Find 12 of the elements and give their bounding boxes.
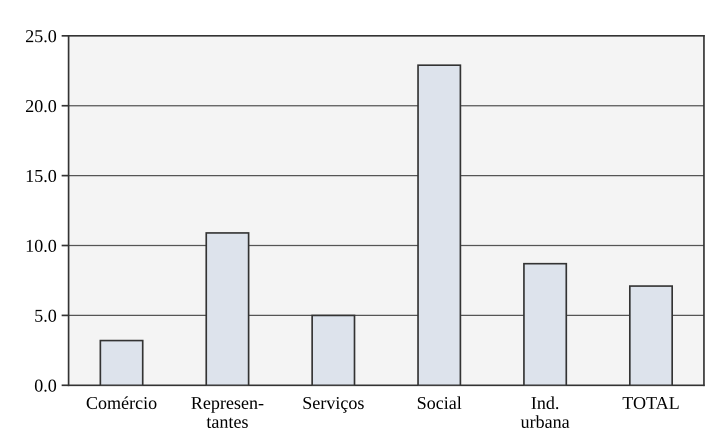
x-tick-label: Ind. urbana [520, 396, 570, 428]
y-tick-label: 5.0 [35, 310, 56, 322]
x-tick-label: Represen- tantes [191, 397, 264, 428]
x-tick-label: Comércio [86, 396, 156, 410]
y-tick-label: 10.0 [26, 240, 56, 252]
y-tick-label: 20.0 [26, 100, 56, 112]
x-tick-label: Social [418, 396, 462, 410]
x-tick-label: Serviços [303, 396, 364, 413]
y-tick-label: 25.0 [26, 30, 56, 42]
y-tick-label: 15.0 [26, 170, 56, 182]
x-tick-label: TOTAL [622, 396, 679, 410]
y-tick-label: 0.0 [34, 380, 56, 392]
